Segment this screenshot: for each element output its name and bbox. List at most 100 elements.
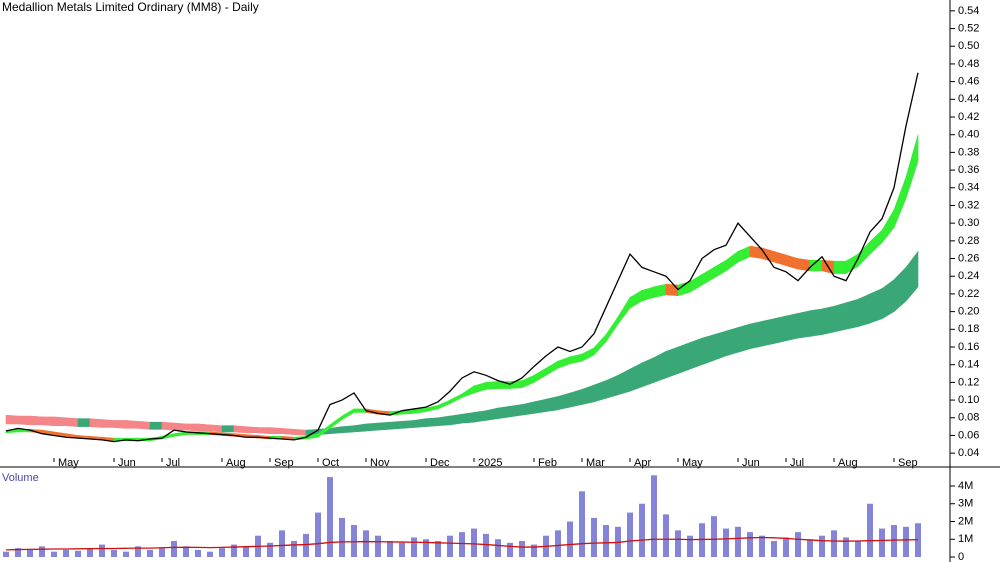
band-segment [833,260,847,274]
band-segment [809,308,823,337]
volume-bar [591,517,597,557]
volume-bar [519,541,525,557]
band-segment [65,417,79,427]
x-tick-label: 2025 [478,457,502,469]
band-segment [161,421,175,431]
y-tick-label: 0.44 [958,93,979,105]
y-tick-label: 0.28 [958,235,979,247]
x-tick-label: Nov [370,457,390,469]
volume-bar [87,548,93,557]
band-segment [101,419,115,428]
y-tick-label: 0.40 [958,129,979,141]
y-tick-label: 0.16 [958,341,979,353]
volume-bar [135,546,141,557]
x-tick-label: Oct [322,457,339,469]
volume-bar [555,530,561,557]
band-segment [509,380,523,389]
band-segment [437,415,451,427]
band-segment [485,381,499,390]
volume-bar [723,528,729,557]
volume-bar [195,549,201,557]
band-segment [185,423,199,432]
volume-bar [399,542,405,557]
band-segment [785,313,799,342]
volume-bar [111,549,117,557]
band-segment [905,134,919,199]
band-segment [461,412,475,424]
y-tick-label: 0.26 [958,252,979,264]
band-segment [761,318,775,347]
volume-bar [51,551,57,557]
band-segment [653,283,667,298]
band-segment [377,421,391,431]
y-tick-label: 0.24 [958,270,979,282]
band-segment [545,396,559,412]
band-segment [401,420,415,429]
y-tick-label: 0.50 [958,40,979,52]
y-tick-label: 0.32 [958,199,979,211]
band-segment [17,415,31,426]
band-segment [845,298,859,330]
volume-bar [903,526,909,557]
x-tick-label: Jun [742,457,760,469]
volume-bar [567,521,573,557]
y-tick-label: 0.30 [958,217,979,229]
x-tick-label: Jul [790,457,804,469]
x-tick-label: Sep [274,457,294,469]
y-tick-label: 0.18 [958,323,979,335]
y-tick-label: 0.14 [958,359,979,371]
band-segment [665,346,679,379]
volume-bar [267,542,273,557]
band-segment [533,398,547,414]
x-tick-label: May [58,457,79,469]
y-tick-label: 0.36 [958,164,979,176]
band-segment [341,425,355,434]
band-segment [173,422,187,431]
y-tick-label: 0.38 [958,146,979,158]
y-tick-label: 2M [958,515,973,527]
volume-bar [771,541,777,557]
y-tick-label: 0.54 [958,5,979,17]
band-segment [641,357,655,388]
volume-bar [831,530,837,557]
band-segment [473,410,487,423]
volume-bar [63,549,69,557]
chart-title: Medallion Metals Limited Ordinary (MM8) … [2,0,259,14]
volume-bar [291,541,297,557]
y-tick-label: 0.04 [958,447,979,459]
band-segment [245,426,259,434]
volume-bar [99,544,105,557]
volume-bar [39,546,45,557]
volume-bar [807,539,813,557]
band-segment [53,416,67,427]
band-segment [701,334,715,366]
band-segment [521,401,535,416]
band-segment [425,417,439,427]
x-tick-label: Jun [118,457,136,469]
band-segment [209,424,223,433]
y-tick-label: 0.06 [958,429,979,441]
band-segment [497,405,511,420]
y-tick-label: 0.20 [958,306,979,318]
band-segment [125,420,139,429]
volume-bar [639,503,645,557]
x-tick-label: Sep [898,457,918,469]
x-tick-label: Dec [430,457,450,469]
volume-bar [843,537,849,557]
volume-bar [747,532,753,557]
volume-bar [651,475,657,557]
y-tick-label: 3M [958,498,973,510]
x-tick-label: May [682,457,703,469]
band-segment [389,420,403,430]
volume-bar [675,530,681,557]
y-tick-label: 0.48 [958,58,979,70]
y-tick-label: 1M [958,533,973,545]
volume-bar [435,541,441,557]
band-segment [821,305,835,335]
volume-bar [603,525,609,557]
volume-bar [699,523,705,557]
volume-bar [759,535,765,557]
